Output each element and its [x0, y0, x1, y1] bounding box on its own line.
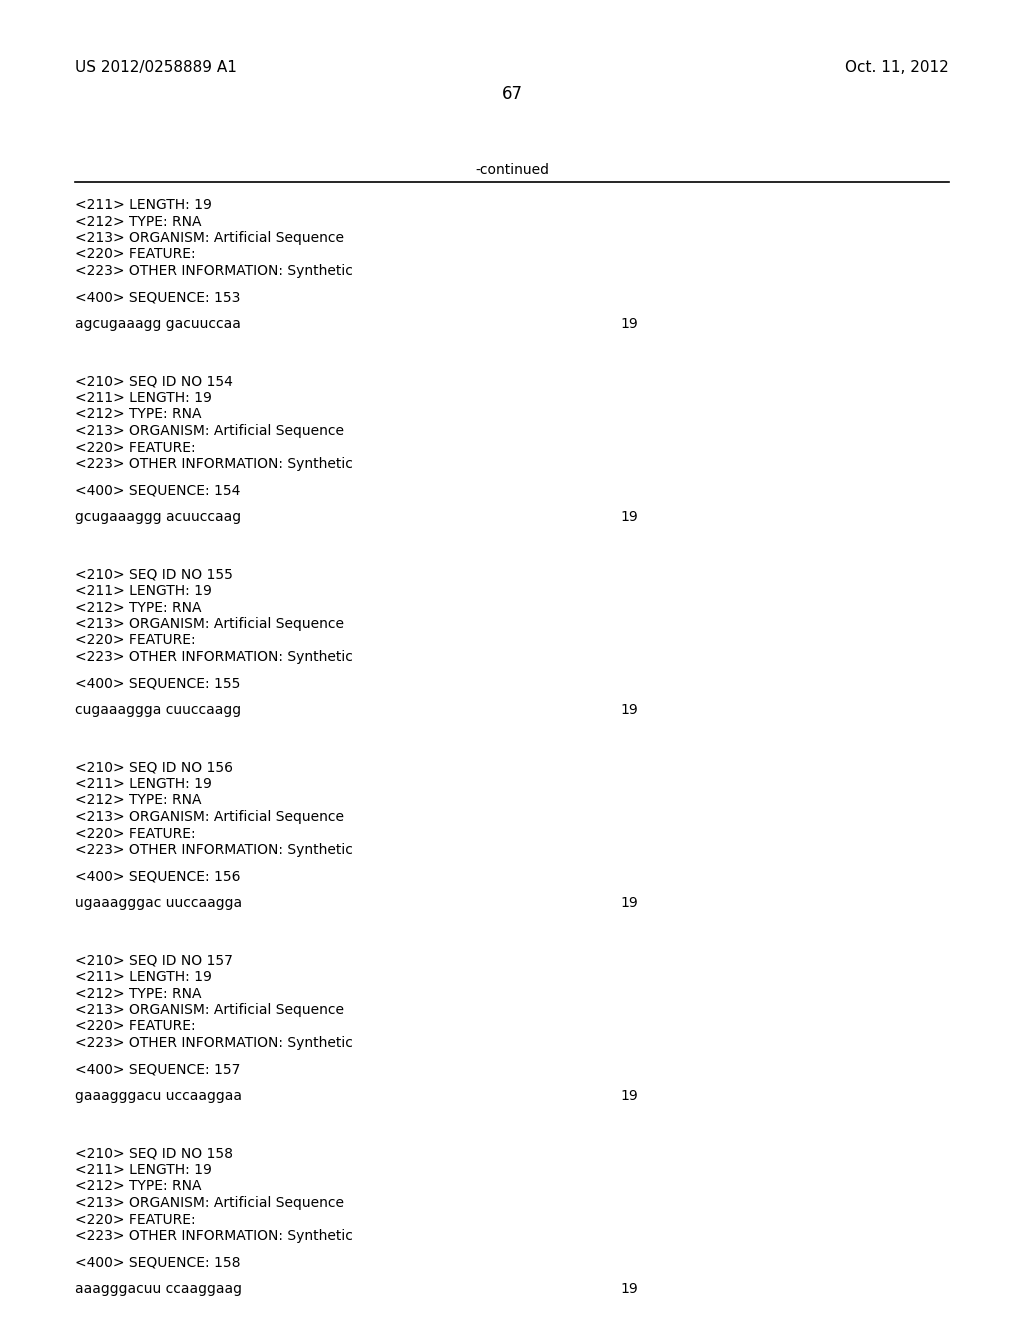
Text: <400> SEQUENCE: 154: <400> SEQUENCE: 154 [75, 483, 241, 498]
Text: <400> SEQUENCE: 155: <400> SEQUENCE: 155 [75, 676, 241, 690]
Text: <220> FEATURE:: <220> FEATURE: [75, 248, 196, 261]
Text: <220> FEATURE:: <220> FEATURE: [75, 1019, 196, 1034]
Text: <212> TYPE: RNA: <212> TYPE: RNA [75, 408, 202, 421]
Text: cugaaaggga cuuccaagg: cugaaaggga cuuccaagg [75, 704, 241, 717]
Text: aaagggacuu ccaaggaag: aaagggacuu ccaaggaag [75, 1282, 242, 1296]
Text: <220> FEATURE:: <220> FEATURE: [75, 826, 196, 841]
Text: <213> ORGANISM: Artificial Sequence: <213> ORGANISM: Artificial Sequence [75, 616, 344, 631]
Text: <210> SEQ ID NO 156: <210> SEQ ID NO 156 [75, 760, 233, 775]
Text: 67: 67 [502, 84, 522, 103]
Text: <213> ORGANISM: Artificial Sequence: <213> ORGANISM: Artificial Sequence [75, 1196, 344, 1210]
Text: <211> LENGTH: 19: <211> LENGTH: 19 [75, 198, 212, 213]
Text: <212> TYPE: RNA: <212> TYPE: RNA [75, 986, 202, 1001]
Text: <400> SEQUENCE: 156: <400> SEQUENCE: 156 [75, 870, 241, 883]
Text: <211> LENGTH: 19: <211> LENGTH: 19 [75, 391, 212, 405]
Text: <220> FEATURE:: <220> FEATURE: [75, 1213, 196, 1226]
Text: <210> SEQ ID NO 155: <210> SEQ ID NO 155 [75, 568, 232, 582]
Text: Oct. 11, 2012: Oct. 11, 2012 [845, 59, 949, 75]
Text: <223> OTHER INFORMATION: Synthetic: <223> OTHER INFORMATION: Synthetic [75, 649, 353, 664]
Text: <211> LENGTH: 19: <211> LENGTH: 19 [75, 583, 212, 598]
Text: agcugaaagg gacuuccaa: agcugaaagg gacuuccaa [75, 317, 241, 331]
Text: gaaagggacu uccaaggaa: gaaagggacu uccaaggaa [75, 1089, 242, 1104]
Text: ugaaagggac uuccaagga: ugaaagggac uuccaagga [75, 896, 242, 909]
Text: gcugaaaggg acuuccaag: gcugaaaggg acuuccaag [75, 510, 241, 524]
Text: <400> SEQUENCE: 157: <400> SEQUENCE: 157 [75, 1063, 241, 1077]
Text: <223> OTHER INFORMATION: Synthetic: <223> OTHER INFORMATION: Synthetic [75, 264, 353, 279]
Text: <213> ORGANISM: Artificial Sequence: <213> ORGANISM: Artificial Sequence [75, 231, 344, 246]
Text: <212> TYPE: RNA: <212> TYPE: RNA [75, 1180, 202, 1193]
Text: <212> TYPE: RNA: <212> TYPE: RNA [75, 214, 202, 228]
Text: <223> OTHER INFORMATION: Synthetic: <223> OTHER INFORMATION: Synthetic [75, 1229, 353, 1243]
Text: 19: 19 [620, 896, 638, 909]
Text: 19: 19 [620, 704, 638, 717]
Text: <400> SEQUENCE: 158: <400> SEQUENCE: 158 [75, 1255, 241, 1270]
Text: 19: 19 [620, 317, 638, 331]
Text: 19: 19 [620, 510, 638, 524]
Text: <211> LENGTH: 19: <211> LENGTH: 19 [75, 777, 212, 791]
Text: <210> SEQ ID NO 157: <210> SEQ ID NO 157 [75, 953, 232, 968]
Text: <223> OTHER INFORMATION: Synthetic: <223> OTHER INFORMATION: Synthetic [75, 457, 353, 471]
Text: <220> FEATURE:: <220> FEATURE: [75, 634, 196, 648]
Text: <213> ORGANISM: Artificial Sequence: <213> ORGANISM: Artificial Sequence [75, 810, 344, 824]
Text: <213> ORGANISM: Artificial Sequence: <213> ORGANISM: Artificial Sequence [75, 1003, 344, 1016]
Text: -continued: -continued [475, 162, 549, 177]
Text: 19: 19 [620, 1089, 638, 1104]
Text: <223> OTHER INFORMATION: Synthetic: <223> OTHER INFORMATION: Synthetic [75, 1036, 353, 1049]
Text: <211> LENGTH: 19: <211> LENGTH: 19 [75, 970, 212, 983]
Text: <210> SEQ ID NO 158: <210> SEQ ID NO 158 [75, 1147, 233, 1160]
Text: <213> ORGANISM: Artificial Sequence: <213> ORGANISM: Artificial Sequence [75, 424, 344, 438]
Text: <400> SEQUENCE: 153: <400> SEQUENCE: 153 [75, 290, 241, 305]
Text: <220> FEATURE:: <220> FEATURE: [75, 441, 196, 454]
Text: 19: 19 [620, 1282, 638, 1296]
Text: <223> OTHER INFORMATION: Synthetic: <223> OTHER INFORMATION: Synthetic [75, 843, 353, 857]
Text: <211> LENGTH: 19: <211> LENGTH: 19 [75, 1163, 212, 1177]
Text: <212> TYPE: RNA: <212> TYPE: RNA [75, 793, 202, 808]
Text: US 2012/0258889 A1: US 2012/0258889 A1 [75, 59, 237, 75]
Text: <210> SEQ ID NO 154: <210> SEQ ID NO 154 [75, 375, 232, 388]
Text: <212> TYPE: RNA: <212> TYPE: RNA [75, 601, 202, 615]
